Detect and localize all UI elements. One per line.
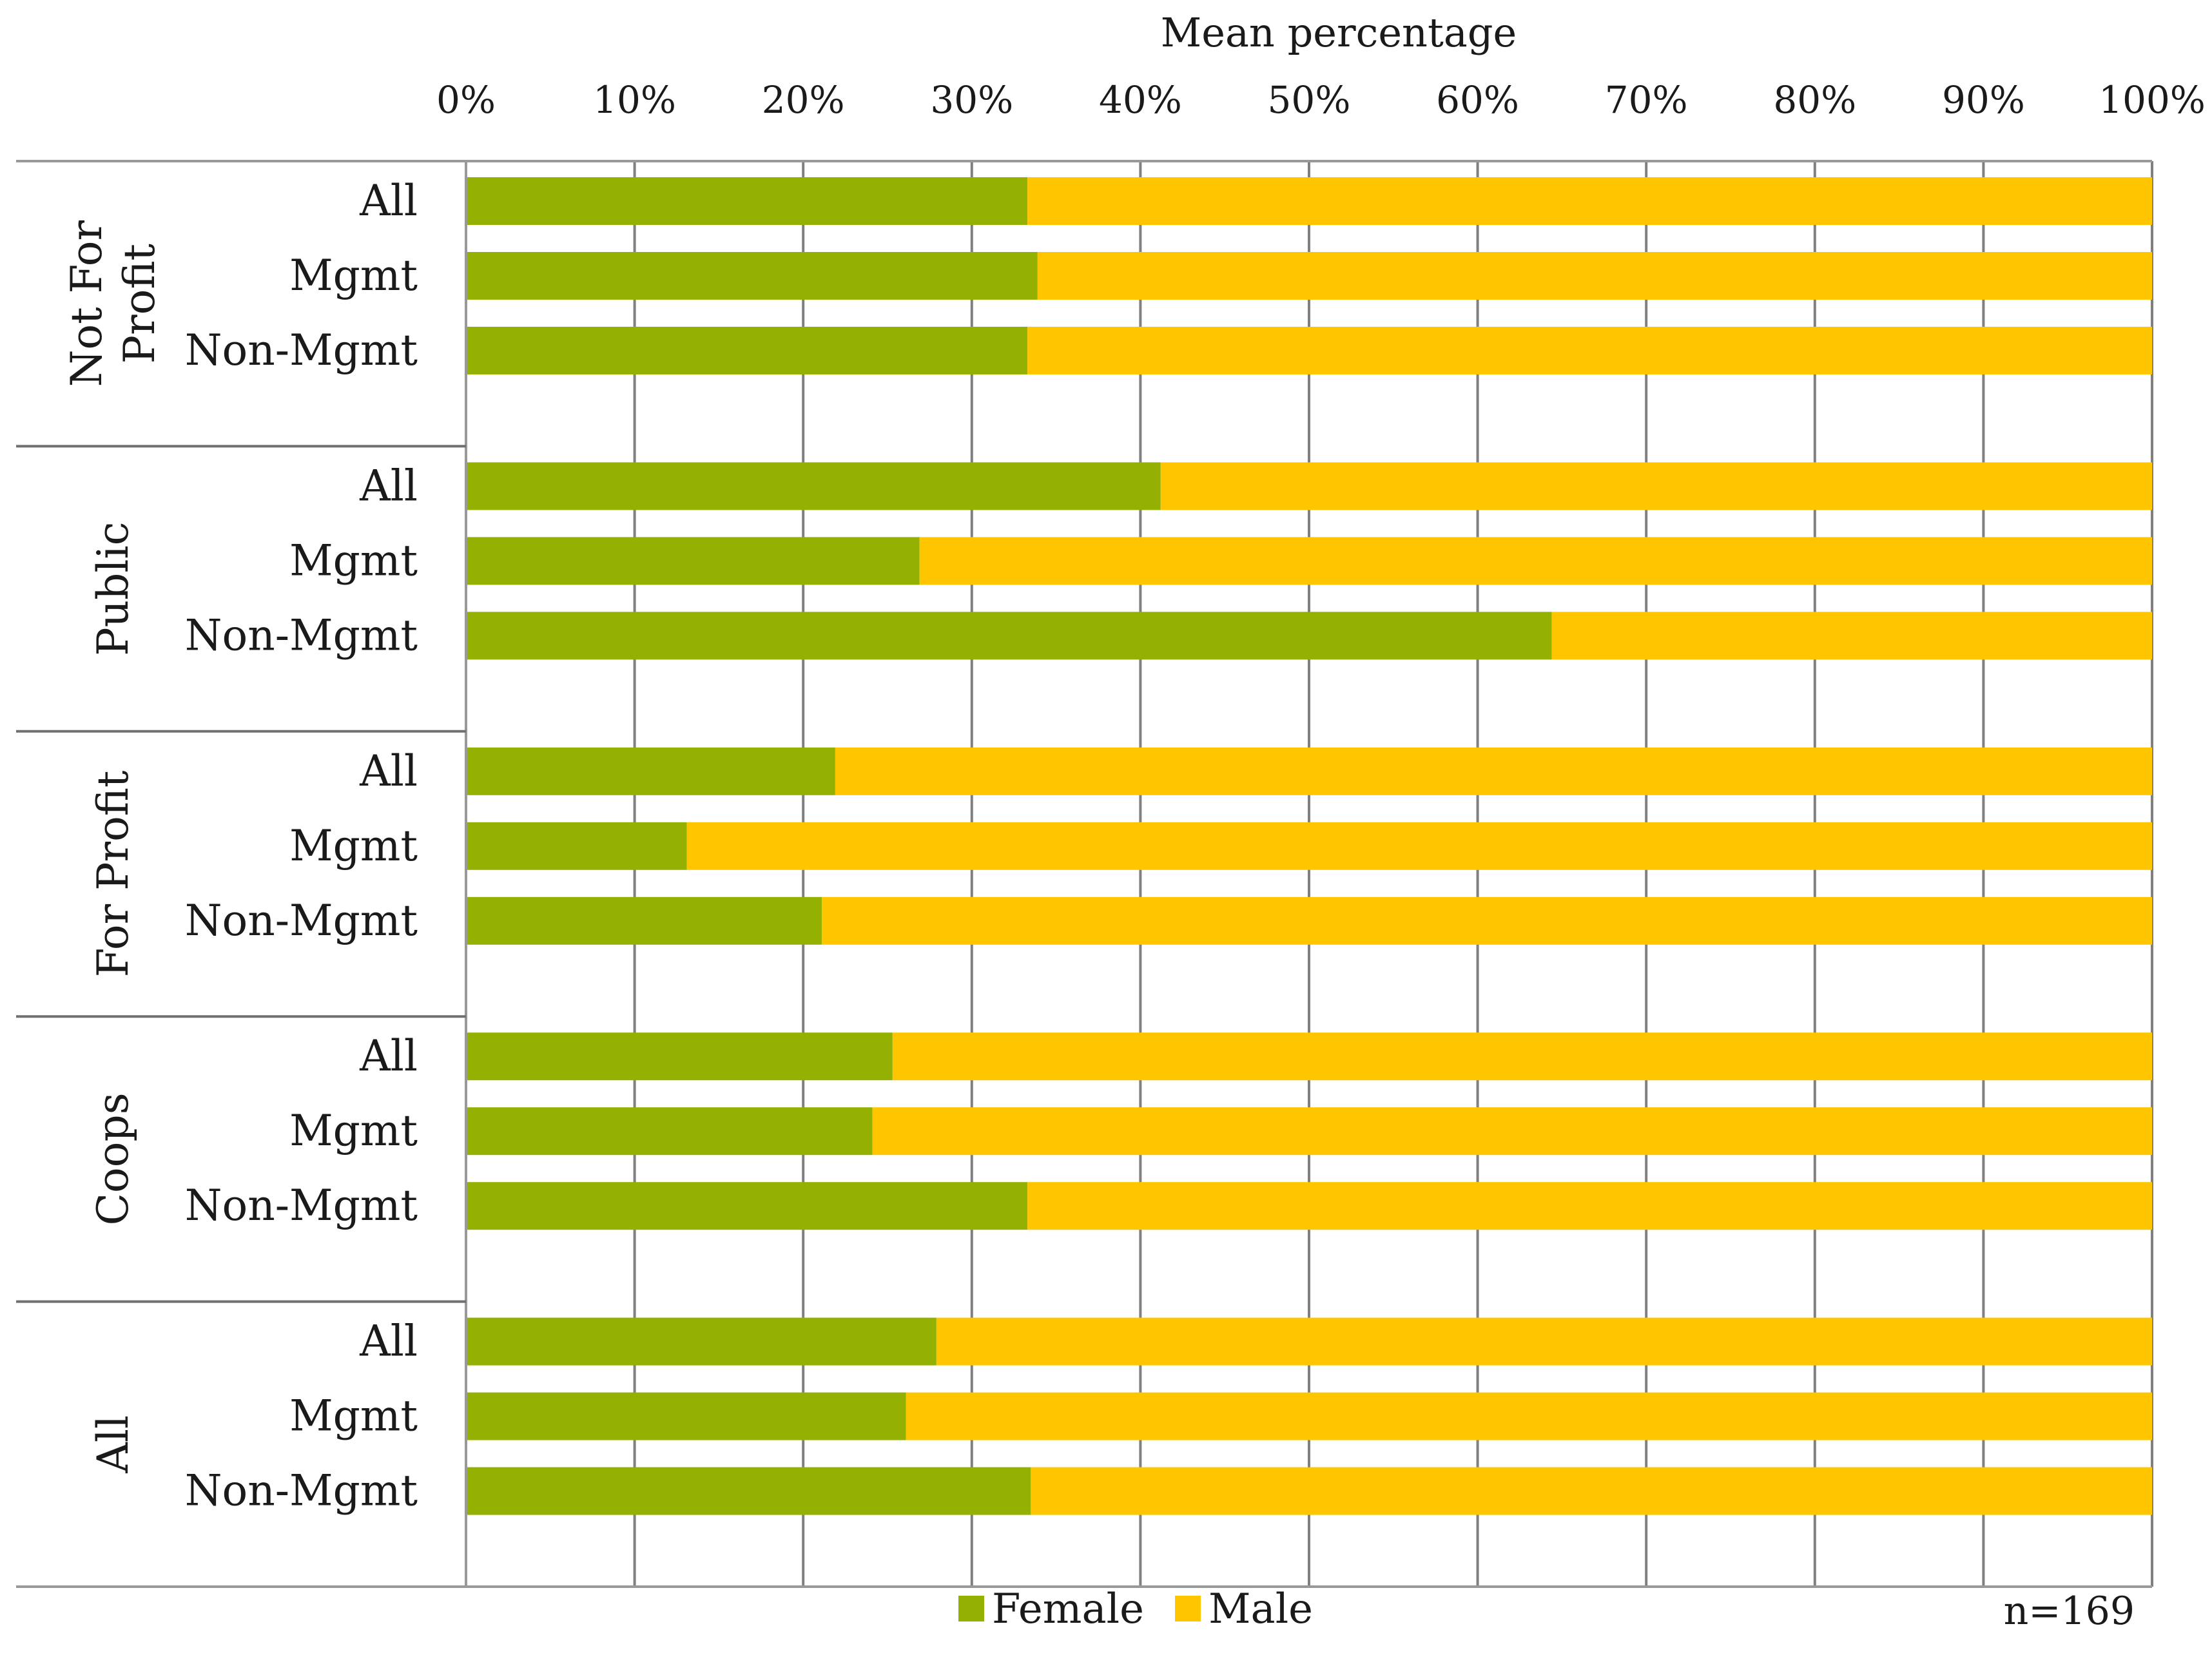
- row-label: Non-Mgmt: [185, 1466, 418, 1516]
- group-label: Not For Profit: [62, 220, 164, 387]
- x-tick-label: 50%: [1268, 78, 1351, 122]
- bar-female: [466, 1392, 906, 1440]
- sample-size-note: n=169: [2004, 1589, 2135, 1634]
- bar-female: [466, 896, 822, 945]
- bar-female: [466, 1317, 936, 1366]
- bar-male: [1551, 612, 2152, 660]
- row-label: Non-Mgmt: [185, 1181, 418, 1230]
- x-tick-label: 40%: [1099, 78, 1182, 122]
- x-tick-label: 10%: [593, 78, 676, 122]
- bar-male: [821, 896, 2152, 945]
- row-label: Mgmt: [289, 1391, 418, 1441]
- axes: [16, 160, 2152, 1588]
- x-tick-label: 30%: [930, 78, 1013, 122]
- group-label-line: Public: [88, 521, 138, 655]
- row-label: Mgmt: [289, 1106, 418, 1156]
- group-label: Coops: [88, 1092, 138, 1225]
- x-tick-label: 20%: [762, 78, 845, 122]
- x-tick-label: 90%: [1942, 78, 2025, 122]
- group-label-line: For Profit: [88, 771, 138, 978]
- row-label: Non-Mgmt: [185, 325, 418, 375]
- bar-female: [466, 1032, 893, 1081]
- x-tick-label: 80%: [1773, 78, 1856, 122]
- bar-male: [1031, 1467, 2152, 1515]
- bar-male: [1027, 177, 2152, 225]
- legend-swatch-male: [1175, 1596, 1201, 1621]
- bar-female: [466, 747, 835, 795]
- x-tick-label: 70%: [1605, 78, 1688, 122]
- bar-male: [919, 537, 2152, 585]
- bar-male: [906, 1392, 2152, 1440]
- row-label: All: [359, 1031, 418, 1081]
- row-label: All: [359, 461, 418, 510]
- bar-male: [1027, 1182, 2152, 1230]
- bar-female: [466, 537, 920, 585]
- row-label: All: [359, 1317, 418, 1366]
- legend-label-female: Female: [992, 1585, 1144, 1633]
- bar-male: [686, 822, 2152, 870]
- group-label-line: Profit: [115, 244, 164, 363]
- bar-female: [466, 1182, 1028, 1230]
- labels: 0% 10% 20% 30% 40% 50% 60% 70% 80% 90% 100% Mean pe…: [62, 9, 2206, 1516]
- bar-female: [466, 1107, 873, 1156]
- bar-female: [466, 177, 1028, 225]
- legend: Female Male n=169: [958, 1585, 2135, 1634]
- group-label: All: [88, 1415, 138, 1474]
- group-label: Public: [88, 521, 138, 655]
- bar-male: [1160, 462, 2152, 510]
- x-tick-label: 100%: [2099, 78, 2206, 122]
- row-label: All: [359, 746, 418, 796]
- bar-male: [1027, 327, 2152, 374]
- bar-female: [466, 612, 1552, 660]
- group-label-line: All: [88, 1415, 138, 1474]
- row-label: Non-Mgmt: [185, 896, 418, 945]
- group-label-line: Not For: [62, 220, 112, 387]
- bar-female: [466, 1467, 1031, 1515]
- bar-male: [892, 1032, 2152, 1081]
- bar-female: [466, 822, 687, 870]
- x-tick-label: 60%: [1436, 78, 1519, 122]
- group-label-line: Coops: [88, 1092, 138, 1225]
- bar-male: [872, 1107, 2152, 1156]
- legend-swatch-female: [958, 1596, 984, 1621]
- x-axis-title: Mean percentage: [1161, 9, 1517, 56]
- x-tick-label: 0%: [436, 78, 496, 122]
- bar-female: [466, 462, 1161, 510]
- row-label: Mgmt: [289, 821, 418, 871]
- row-label: Mgmt: [289, 251, 418, 300]
- row-label: Mgmt: [289, 536, 418, 585]
- bar-male: [936, 1317, 2152, 1366]
- legend-label-male: Male: [1208, 1585, 1313, 1633]
- gridlines: [465, 161, 2153, 1587]
- bar-female: [466, 252, 1038, 300]
- bar-male: [835, 747, 2152, 795]
- bar-male: [1037, 252, 2152, 300]
- bars: [466, 177, 2152, 1515]
- group-label: For Profit: [88, 771, 138, 978]
- row-label: Non-Mgmt: [185, 610, 418, 660]
- bar-female: [466, 327, 1028, 374]
- row-label: All: [359, 176, 418, 226]
